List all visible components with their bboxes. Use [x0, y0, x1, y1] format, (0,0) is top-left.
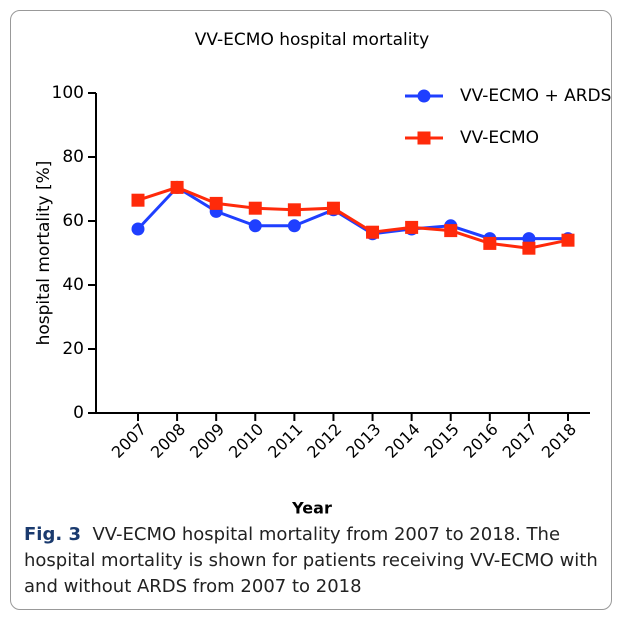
marker [417, 131, 431, 145]
legend-label: VV-ECMO + ARDS [460, 86, 611, 106]
marker [366, 225, 380, 239]
series-line [137, 185, 569, 250]
chart: VV-ECMO hospital mortality Year hospital… [34, 30, 611, 518]
marker [405, 220, 419, 234]
marker [170, 180, 184, 194]
x-tick-label: 2013 [342, 420, 384, 462]
x-tick-label: 2009 [186, 420, 228, 462]
caption: Fig. 3 VV-ECMO hospital mortality from 2… [24, 522, 604, 600]
x-axis-label: Year [291, 499, 332, 518]
chart-title: VV-ECMO hospital mortality [195, 30, 429, 50]
marker [522, 241, 536, 255]
x-tick-label: 2014 [381, 420, 423, 462]
y-tick-label: 80 [62, 147, 84, 167]
caption-text: VV-ECMO hospital mortality from 2007 to … [24, 524, 598, 597]
marker [209, 196, 223, 210]
y-tick-label: 100 [52, 83, 84, 103]
y-tick-label: 40 [62, 275, 84, 295]
x-tick-label: 2015 [421, 420, 463, 462]
marker [248, 219, 262, 233]
marker [287, 219, 301, 233]
marker [417, 89, 431, 103]
figure-frame [10, 10, 612, 610]
x-tick-label: 2017 [499, 420, 541, 462]
y-tick-label: 20 [62, 339, 84, 359]
marker [287, 203, 301, 217]
x-tick-label: 2010 [225, 420, 267, 462]
x-tick-label: 2012 [303, 420, 345, 462]
marker [326, 201, 340, 215]
marker [131, 222, 145, 236]
caption-label: Fig. 3 [24, 524, 81, 545]
y-tick-label: 0 [73, 403, 84, 423]
marker [248, 201, 262, 215]
x-tick-label: 2008 [147, 420, 189, 462]
legend-label: VV-ECMO [460, 128, 539, 148]
series-line [136, 185, 568, 241]
x-tick-label: 2016 [460, 420, 502, 462]
marker [561, 233, 575, 247]
y-tick-label: 60 [62, 211, 84, 231]
marker [483, 236, 497, 250]
x-tick-label: 2011 [264, 420, 306, 462]
marker [444, 224, 458, 238]
x-tick-label: 2007 [108, 420, 150, 462]
x-tick-label: 2018 [538, 420, 580, 462]
marker [131, 193, 145, 207]
y-axis-label: hospital mortality [%] [34, 161, 54, 346]
